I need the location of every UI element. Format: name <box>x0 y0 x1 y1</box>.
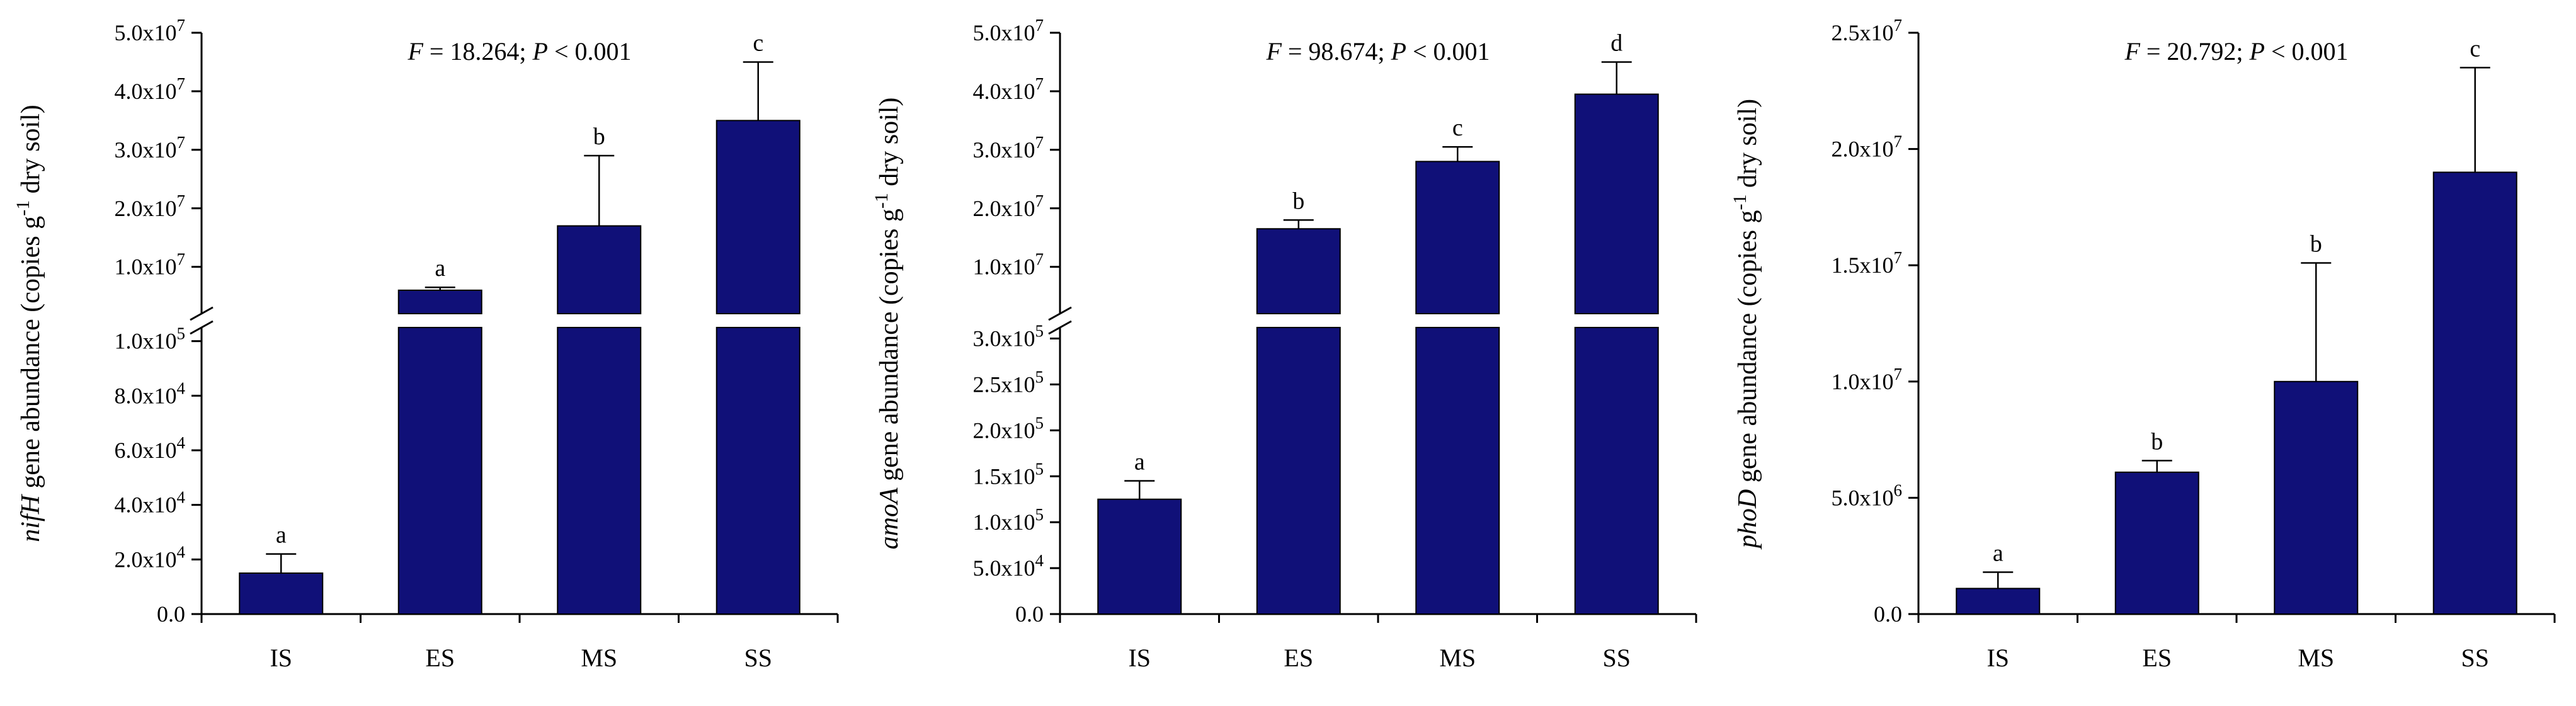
bar-MS <box>557 327 642 615</box>
y-tick-label: 8.0x104 <box>115 379 186 408</box>
y-tick-label: 3.0x107 <box>973 133 1044 162</box>
significance-letter: a <box>1134 449 1145 475</box>
y-tick-label: 1.5x107 <box>1832 248 1903 278</box>
category-label: ES <box>2142 644 2172 672</box>
y-tick-label: 1.0x105 <box>115 324 186 354</box>
significance-letter: a <box>435 255 445 282</box>
y-tick-label: 4.0x107 <box>115 74 186 104</box>
y-tick-label: 3.0x105 <box>973 322 1044 351</box>
significance-letter: b <box>2151 428 2163 455</box>
bar-IS <box>1097 498 1182 615</box>
y-tick-label: 1.0x105 <box>973 505 1044 535</box>
y-tick-label: 0.0 <box>157 601 185 627</box>
y-tick-label: 6.0x104 <box>115 433 186 463</box>
chart-panel-phoD: 0.0 5.0x106 1.0x107 1.5x107 2.0x107 2.5x107 a I… <box>1717 0 2575 703</box>
category-label: SS <box>2461 644 2490 672</box>
category-label: SS <box>1603 644 1631 672</box>
bar-ES <box>2114 471 2199 615</box>
chart-panel-amoA: 0.0 5.0x104 1.0x105 1.5x105 2.0x105 2.5x105 3.… <box>858 0 1717 703</box>
category-label: IS <box>1986 644 2009 672</box>
y-tick-label: 1.0x107 <box>973 250 1044 280</box>
category-label: ES <box>425 644 455 672</box>
y-tick-label: 2.5x107 <box>1832 16 1903 45</box>
y-tick-label: 2.0x107 <box>1832 132 1903 162</box>
y-tick-label: 0.0 <box>1874 601 1902 627</box>
axis-break-mark <box>1048 320 1072 335</box>
chart-svg-phoD: 0.0 5.0x106 1.0x107 1.5x107 2.0x107 2.5x107 a I… <box>1730 16 2556 672</box>
y-tick-label: 1.5x105 <box>973 459 1044 489</box>
significance-letter: c <box>753 30 763 56</box>
significance-letter: a <box>276 522 287 549</box>
chart-svg-nifH: 0.0 2.0x104 4.0x104 6.0x104 8.0x104 1.0x105 1.… <box>13 16 839 672</box>
bar-MS <box>2274 380 2359 615</box>
y-tick-label: 5.0x104 <box>973 551 1044 581</box>
bar-SS <box>1574 327 1659 615</box>
y-tick-label: 1.0x107 <box>1832 365 1903 394</box>
y-tick-label: 0.0 <box>1015 601 1044 627</box>
bar-SS <box>715 327 801 615</box>
category-label: ES <box>1284 644 1313 672</box>
axis-break-mark <box>190 306 214 321</box>
bar-SS <box>1574 93 1659 314</box>
y-axis-label: nifH gene abundance (copies g-1 dry soil… <box>13 105 45 542</box>
bar-SS <box>2432 171 2517 615</box>
bar-MS <box>557 225 642 314</box>
category-label: MS <box>1439 644 1476 672</box>
y-tick-label: 5.0x107 <box>973 16 1044 45</box>
y-tick-label: 2.0x104 <box>115 542 186 572</box>
stats-annotation: F = 20.792; P < 0.001 <box>2124 37 2348 65</box>
axis-break-mark <box>190 320 214 335</box>
y-tick-label: 5.0x106 <box>1832 481 1903 510</box>
bar-MS <box>1415 161 1500 314</box>
category-label: MS <box>2298 644 2334 672</box>
bar-ES <box>1256 228 1341 315</box>
y-axis-label: amoA gene abundance (copies g-1 dry soil… <box>871 98 904 550</box>
category-label: MS <box>581 644 617 672</box>
stats-annotation: F = 18.264; P < 0.001 <box>407 37 631 65</box>
significance-letter: c <box>1452 115 1463 141</box>
bar-IS <box>1956 588 2041 615</box>
y-tick-label: 3.0x107 <box>115 133 186 162</box>
bar-ES <box>397 327 482 615</box>
chart-svg-amoA: 0.0 5.0x104 1.0x105 1.5x105 2.0x105 2.5x105 3.… <box>871 16 1697 672</box>
y-tick-label: 4.0x107 <box>973 74 1044 104</box>
y-tick-label: 4.0x104 <box>115 488 186 518</box>
category-label: IS <box>270 644 292 672</box>
stats-annotation: F = 98.674; P < 0.001 <box>1265 37 1490 65</box>
y-tick-label: 2.5x105 <box>973 367 1044 397</box>
significance-letter: a <box>1993 540 2003 567</box>
axis-break-mark <box>1048 306 1072 321</box>
significance-letter: b <box>1292 188 1304 214</box>
y-tick-label: 2.0x107 <box>115 191 186 221</box>
y-tick-label: 1.0x107 <box>115 250 186 280</box>
bar-MS <box>1415 327 1500 615</box>
chart-panel-nifH: 0.0 2.0x104 4.0x104 6.0x104 8.0x104 1.0x105 1.… <box>0 0 858 703</box>
category-label: IS <box>1128 644 1151 672</box>
y-tick-label: 2.0x107 <box>973 191 1044 221</box>
significance-letter: b <box>593 123 605 150</box>
significance-letter: d <box>1610 30 1622 56</box>
y-tick-label: 5.0x107 <box>115 16 186 45</box>
category-label: SS <box>744 644 773 672</box>
bar-SS <box>715 120 801 314</box>
bar-IS <box>239 572 324 615</box>
bar-ES <box>397 289 482 315</box>
significance-letter: b <box>2310 231 2322 258</box>
y-tick-label: 2.0x105 <box>973 413 1044 443</box>
significance-letter: c <box>2470 35 2480 62</box>
y-axis-label: phoD gene abundance (copies g-1 dry soil… <box>1730 99 1762 550</box>
bar-ES <box>1256 327 1341 615</box>
